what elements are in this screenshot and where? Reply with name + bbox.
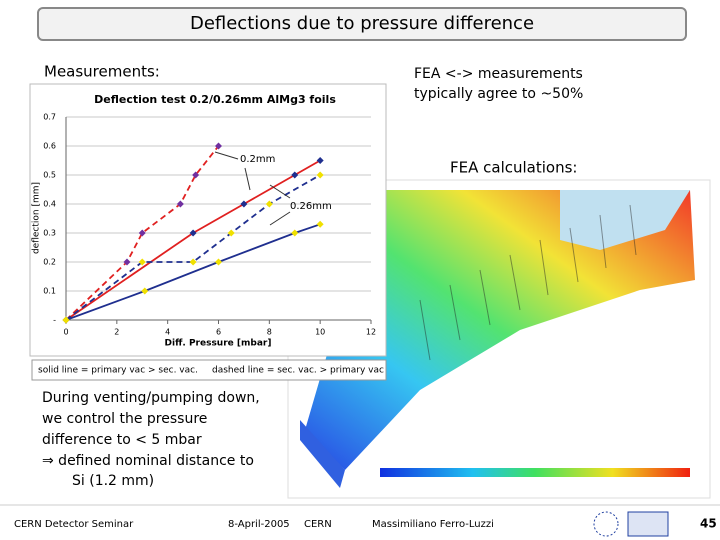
y-tick-label: 0.4 — [43, 200, 56, 209]
page-number: 45 — [700, 517, 717, 531]
agreement-note: FEA <-> measurements — [414, 66, 583, 82]
series-line — [65, 174, 321, 321]
agreement-note: typically agree to ~50% — [414, 86, 583, 102]
footer-event: CERN Detector Seminar — [14, 519, 134, 530]
data-point — [189, 258, 197, 266]
x-tick-label: 10 — [315, 328, 325, 337]
fea-heading: FEA calculations: — [450, 159, 577, 177]
x-tick-label: 4 — [165, 328, 170, 337]
y-tick-label: 0.5 — [43, 171, 56, 180]
annotation: 0.26mm — [290, 201, 332, 212]
x-tick-label: 6 — [216, 328, 221, 337]
plot: - 0.1 0.2 0.3 0.4 0.5 0.6 0.7 0 2 4 6 8 10 12 — [43, 113, 376, 337]
legend-text: solid line = primary vac > sec. vac. — [38, 366, 198, 376]
data-point — [227, 229, 235, 237]
y-tick-label: 0.2 — [43, 258, 56, 267]
annotation: 0.2mm — [240, 154, 275, 165]
y-axis-label: deflection [mm] — [32, 182, 42, 254]
data-point — [141, 287, 149, 295]
data-point — [176, 200, 184, 208]
data-point — [316, 171, 324, 179]
logo — [627, 511, 669, 537]
legend-box — [31, 359, 387, 381]
data-point — [138, 258, 146, 266]
data-point — [215, 142, 222, 150]
logo — [593, 511, 619, 537]
x-tick-label: 8 — [267, 328, 272, 337]
measurements-heading: Measurements: — [44, 63, 160, 81]
data-point — [291, 229, 299, 237]
series-line — [65, 145, 220, 321]
footer-date: 8-April-2005 — [228, 519, 290, 530]
x-tick-label: 2 — [114, 328, 119, 337]
data-point — [123, 258, 131, 266]
y-tick-label: 0.3 — [43, 229, 56, 238]
x-tick-label: 12 — [366, 328, 376, 337]
slide-title: Deflections due to pressure difference — [190, 13, 534, 34]
control-text: difference to < 5 mbar — [42, 432, 202, 448]
data-point — [138, 229, 146, 237]
x-axis-label: Diff. Pressure [mbar] — [165, 339, 272, 349]
data-point — [316, 220, 324, 228]
data-point — [62, 316, 70, 324]
legend-text: dashed line = sec. vac. > primary vac — [212, 366, 384, 376]
data-point — [316, 157, 324, 164]
x-tick-label: 0 — [63, 328, 68, 337]
data-point — [265, 200, 273, 208]
control-text: Si (1.2 mm) — [72, 473, 154, 489]
y-tick-label: 0.6 — [43, 142, 56, 151]
title-box — [37, 7, 687, 41]
data-point — [192, 171, 200, 179]
footer-place: CERN — [304, 519, 332, 530]
control-text: ⇒ defined nominal distance to — [42, 453, 254, 469]
control-text: During venting/pumping down, — [42, 390, 260, 406]
y-tick-label: - — [53, 316, 56, 325]
y-tick-label: 0.1 — [43, 287, 56, 296]
data-point — [291, 171, 299, 179]
data-point — [240, 200, 248, 208]
y-tick-label: 0.7 — [43, 113, 56, 122]
chart-title: Deflection test 0.2/0.26mm AlMg3 foils — [94, 93, 336, 106]
control-text: we control the pressure — [42, 411, 207, 427]
data-point — [189, 229, 197, 237]
annotation-arrows — [214, 151, 291, 226]
data-point — [215, 258, 222, 266]
footer-author: Massimiliano Ferro-Luzzi — [372, 519, 494, 530]
chart-frame — [29, 83, 387, 357]
